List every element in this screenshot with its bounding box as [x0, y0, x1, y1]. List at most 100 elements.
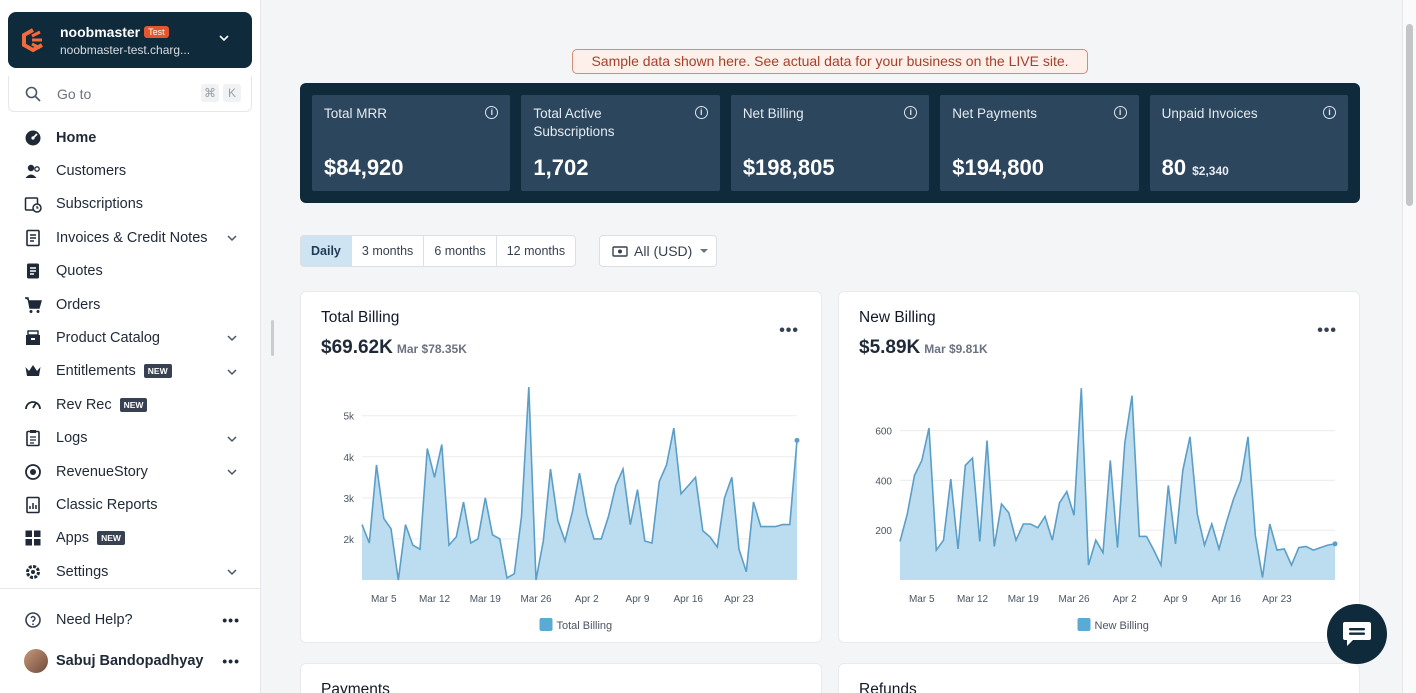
kpi-value: 80 $2,340 [1162, 155, 1229, 181]
refunds-card: Refunds [838, 663, 1360, 693]
avatar [24, 649, 48, 673]
range-option[interactable]: 6 months [424, 236, 497, 266]
sidebar-item-orders[interactable]: Orders [0, 288, 260, 321]
legend-swatch [539, 618, 553, 631]
kpi-card[interactable]: Unpaid Invoices i 80 $2,340 [1149, 95, 1349, 191]
x-tick-label: Mar 12 [957, 594, 989, 605]
sidebar-item-subscriptions[interactable]: Subscriptions [0, 188, 260, 221]
user-item[interactable]: Sabuj Bandopadhyay ••• [24, 649, 240, 673]
sidebar-item-settings[interactable]: Settings [0, 555, 260, 588]
date-range-toggle: Daily 3 months 6 months 12 months [300, 235, 577, 267]
page-scrollbar[interactable] [1402, 0, 1416, 693]
help-icon [25, 612, 41, 628]
card-more-icon[interactable]: ••• [779, 322, 799, 339]
y-tick-label: 3k [343, 494, 355, 505]
crown-icon [24, 362, 42, 380]
help-menu-icon[interactable]: ••• [222, 612, 240, 628]
chat-support-button[interactable] [1327, 604, 1387, 664]
box-icon [24, 329, 42, 347]
chevron-down-icon[interactable] [226, 466, 238, 478]
data-point [1332, 541, 1338, 547]
chat-icon [1343, 622, 1371, 646]
sidebar-item-revenuestory[interactable]: RevenueStory [0, 455, 260, 488]
kpi-card[interactable]: Net Payments i $194,800 [940, 95, 1139, 191]
users-icon [24, 162, 42, 180]
kpi-amount: 1,702 [533, 155, 589, 180]
goto-search[interactable]: Go to ⌘ K [8, 76, 252, 112]
sidebar-item-invoices-credit-notes[interactable]: Invoices & Credit Notes [0, 221, 260, 254]
x-tick-label: Apr 9 [626, 594, 650, 605]
main-nav: Home Customers Subscriptions Invoices & Cre… [0, 121, 260, 588]
report-icon [24, 496, 42, 514]
target-icon [24, 463, 42, 481]
calendar-clock-icon [24, 195, 42, 214]
scrollbar-thumb[interactable] [1406, 24, 1413, 206]
kpi-amount: $198,805 [742, 155, 835, 180]
goto-placeholder: Go to [57, 85, 92, 102]
total-billing-chart: 2k 3k 4k 5k Mar 5 Mar 12 Mar 19 Mar 26 Apr 2 Apr … [343, 386, 800, 632]
caret-down-icon [700, 249, 708, 253]
chevron-down-icon[interactable] [226, 232, 238, 244]
sidebar-item-label: Logs [56, 430, 88, 447]
x-tick-label: Mar 19 [470, 594, 502, 605]
y-tick-label: 600 [875, 427, 892, 438]
grid-icon [24, 529, 42, 547]
sidebar-divider [0, 588, 260, 589]
kpi-amount: 80 [1161, 155, 1187, 180]
user-menu-icon[interactable]: ••• [222, 653, 240, 669]
new-badge: NEW [97, 531, 125, 546]
sidebar-item-label: Apps [56, 530, 90, 547]
card-more-icon[interactable]: ••• [1317, 322, 1337, 339]
range-option[interactable]: Daily [301, 236, 352, 266]
kpi-card[interactable]: Net Billing i $198,805 [730, 95, 930, 191]
sidebar-item-label: Product Catalog [56, 330, 160, 347]
info-icon[interactable]: i [904, 106, 918, 119]
x-tick-label: Mar 26 [1058, 594, 1090, 605]
info-icon[interactable]: i [485, 106, 499, 119]
chevron-down-icon[interactable] [226, 566, 238, 578]
range-option[interactable]: 12 months [506, 244, 566, 258]
card-title: Payments [321, 681, 390, 693]
card-title: Refunds [859, 681, 917, 693]
info-icon[interactable]: i [1113, 106, 1127, 119]
sidebar-item-label: Settings [56, 563, 109, 580]
currency-select[interactable]: All (USD) [599, 235, 717, 267]
sidebar-item-product-catalog[interactable]: Product Catalog [0, 321, 260, 354]
info-icon[interactable]: i [1323, 106, 1337, 119]
user-name: Sabuj Bandopadhyay [56, 653, 204, 669]
card-value: $5.89K Mar $9.81K [859, 337, 988, 359]
site-switcher[interactable]: noobmaster Test noobmaster-test.charg... [8, 12, 252, 68]
x-tick-label: Apr 23 [1262, 594, 1292, 605]
cart-icon [24, 296, 42, 314]
kpi-card[interactable]: Total MRR i $84,920 [312, 95, 511, 191]
info-icon[interactable]: i [694, 106, 708, 119]
kpi-value: $194,800 [952, 155, 1044, 181]
kpi-card[interactable]: Total Active Subscriptions i 1,702 [521, 95, 720, 191]
sidebar-item-label: Customers [56, 163, 127, 180]
search-icon [25, 86, 41, 102]
chevron-down-icon[interactable] [226, 332, 238, 344]
sidebar-item-quotes[interactable]: Quotes [0, 255, 260, 288]
series-line [899, 388, 1336, 578]
y-tick-label: 4k [343, 453, 355, 464]
sidebar-item-label: Home [56, 129, 97, 146]
new-billing-chart: 200 400 600 Mar 5 Mar 12 Mar 19 Mar 26 Apr 2 Apr… [875, 388, 1338, 632]
payments-card: Payments [300, 663, 822, 693]
total-billing-card: Total Billing $69.62K Mar $78.35K ••• 2k 3… [300, 291, 822, 643]
series-area [900, 388, 1335, 580]
chevron-down-icon[interactable] [226, 366, 238, 378]
range-option[interactable]: 3 months [352, 236, 425, 266]
need-help-item[interactable]: Need Help? ••• [24, 611, 240, 629]
kpi-amount: $84,920 [324, 155, 404, 180]
chevron-down-icon[interactable] [226, 433, 238, 445]
sidebar-item-home[interactable]: Home [0, 121, 260, 154]
sidebar-resize-handle[interactable] [271, 320, 274, 356]
sidebar-item-logs[interactable]: Logs [0, 422, 260, 455]
sidebar-item-apps[interactable]: Apps NEW [0, 522, 260, 555]
sidebar-item-entitlements[interactable]: Entitlements NEW [0, 355, 260, 388]
legend-label: New Billing [1095, 620, 1149, 632]
sidebar-item-rev-rec[interactable]: Rev Rec NEW [0, 388, 260, 421]
sidebar-item-classic-reports[interactable]: Classic Reports [0, 488, 260, 521]
sidebar-item-customers[interactable]: Customers [0, 154, 260, 187]
site-url: noobmaster-test.charg... [60, 42, 191, 57]
